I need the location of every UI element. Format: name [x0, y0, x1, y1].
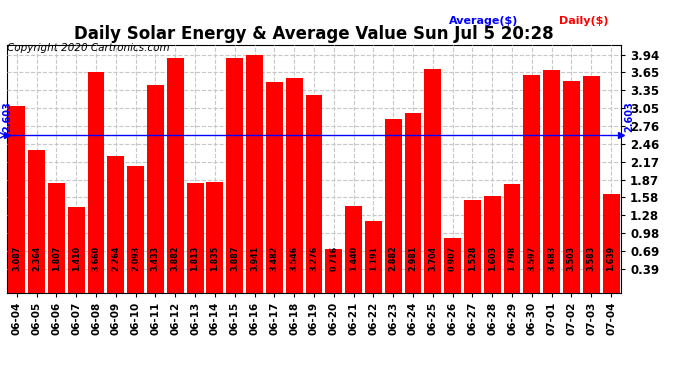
- Bar: [345, 206, 362, 292]
- Text: 0.716: 0.716: [329, 246, 338, 272]
- Text: Copyright 2020 Cartronics.com: Copyright 2020 Cartronics.com: [7, 43, 170, 53]
- Text: 1.440: 1.440: [349, 246, 358, 272]
- Bar: [187, 183, 204, 292]
- Bar: [127, 166, 144, 292]
- Text: Daily($): Daily($): [559, 16, 609, 26]
- Bar: [484, 196, 501, 292]
- Bar: [226, 58, 243, 292]
- Bar: [424, 69, 441, 292]
- Text: 3.433: 3.433: [151, 246, 160, 272]
- Text: 2.264: 2.264: [111, 246, 120, 272]
- Text: 2.981: 2.981: [408, 246, 417, 272]
- Text: 3.597: 3.597: [527, 246, 536, 272]
- Text: 1.191: 1.191: [369, 246, 378, 272]
- Text: 1.410: 1.410: [72, 246, 81, 272]
- Bar: [524, 75, 540, 292]
- Text: 3.660: 3.660: [92, 246, 101, 272]
- Text: 3.482: 3.482: [270, 246, 279, 272]
- Text: 2.603: 2.603: [624, 102, 634, 132]
- Text: Average($): Average($): [448, 16, 518, 26]
- Text: 1.798: 1.798: [508, 246, 517, 272]
- Bar: [246, 55, 263, 292]
- Bar: [504, 184, 520, 292]
- Bar: [563, 81, 580, 292]
- Text: 1.528: 1.528: [468, 246, 477, 272]
- Bar: [365, 220, 382, 292]
- Bar: [108, 156, 124, 292]
- Bar: [68, 207, 85, 292]
- Text: 3.546: 3.546: [290, 246, 299, 272]
- Bar: [306, 95, 322, 292]
- Text: 3.087: 3.087: [12, 246, 21, 272]
- Bar: [326, 249, 342, 292]
- Bar: [583, 76, 600, 292]
- Text: 3.887: 3.887: [230, 246, 239, 272]
- Text: 2.882: 2.882: [388, 246, 397, 272]
- Text: 3.683: 3.683: [547, 246, 556, 272]
- Text: 3.882: 3.882: [171, 246, 180, 272]
- Text: 1.603: 1.603: [488, 246, 497, 272]
- Text: 3.941: 3.941: [250, 246, 259, 272]
- Bar: [404, 112, 422, 292]
- Text: 1.639: 1.639: [607, 246, 615, 272]
- Bar: [543, 70, 560, 292]
- Text: 3.503: 3.503: [567, 246, 576, 272]
- Title: Daily Solar Energy & Average Value Sun Jul 5 20:28: Daily Solar Energy & Average Value Sun J…: [74, 26, 554, 44]
- Bar: [147, 85, 164, 292]
- Text: 1.807: 1.807: [52, 246, 61, 272]
- Bar: [167, 58, 184, 292]
- Bar: [8, 106, 26, 292]
- Bar: [602, 194, 620, 292]
- Bar: [286, 78, 302, 292]
- Bar: [206, 182, 224, 292]
- Bar: [88, 72, 104, 292]
- Bar: [464, 200, 481, 292]
- Text: 3.583: 3.583: [586, 246, 595, 272]
- Bar: [266, 82, 283, 292]
- Text: 1.813: 1.813: [190, 246, 199, 272]
- Text: 1.835: 1.835: [210, 246, 219, 272]
- Text: 3.704: 3.704: [428, 246, 437, 272]
- Bar: [28, 150, 45, 292]
- Text: 2.603: 2.603: [2, 102, 12, 132]
- Text: 2.364: 2.364: [32, 246, 41, 272]
- Bar: [48, 183, 65, 292]
- Text: 2.093: 2.093: [131, 246, 140, 272]
- Bar: [385, 118, 402, 292]
- Bar: [444, 238, 461, 292]
- Text: 3.276: 3.276: [309, 246, 319, 272]
- Text: 0.907: 0.907: [448, 246, 457, 272]
